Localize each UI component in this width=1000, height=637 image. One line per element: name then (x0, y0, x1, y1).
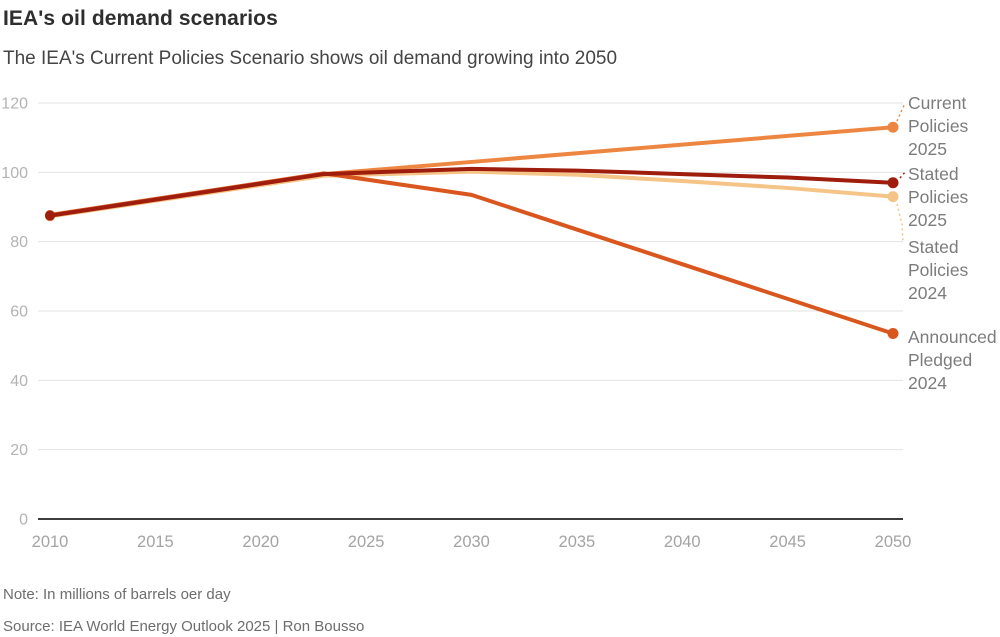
leader-line-stated-policies-2025 (899, 170, 907, 179)
x-tick-label-2050: 2050 (875, 533, 912, 551)
series-label-stated-policies-2024: Stated Policies 2024 (908, 237, 969, 303)
x-tick-label-2040: 2040 (664, 533, 701, 551)
x-tick-label-2030: 2030 (453, 533, 490, 551)
chart-note: Note: In millions of barrels oer day (3, 586, 231, 603)
leader-line-current-policies-2025 (896, 102, 906, 122)
page-title: IEA's oil demand scenarios (3, 7, 278, 30)
y-tick-label-80: 80 (10, 234, 28, 251)
x-tick-label-2010: 2010 (32, 533, 69, 551)
chart-source: Source: IEA World Energy Outlook 2025 | … (3, 618, 365, 635)
series-label-current-policies-2025: Current Policies 2025 (908, 93, 969, 159)
x-tick-label-2020: 2020 (242, 533, 279, 551)
series-end-dot-stated-policies-2024 (887, 191, 899, 203)
series-label-announced-pledged-2024: Announced Pledged 2024 (908, 327, 997, 393)
leader-line-stated-policies-2024 (896, 203, 904, 243)
x-tick-label-2045: 2045 (769, 533, 806, 551)
y-tick-label-0: 0 (19, 512, 28, 529)
x-tick-label-2035: 2035 (559, 533, 596, 551)
page-subtitle: The IEA's Current Policies Scenario show… (3, 48, 618, 69)
x-tick-label-2015: 2015 (137, 533, 174, 551)
y-tick-label-100: 100 (1, 165, 28, 182)
y-tick-label-120: 120 (1, 96, 28, 113)
y-tick-label-20: 20 (10, 442, 28, 459)
y-tick-label-60: 60 (10, 304, 28, 321)
x-tick-label-2025: 2025 (348, 533, 385, 551)
series-start-dot-stated-policies-2025 (45, 210, 55, 221)
series-line-stated-policies-2025 (48, 166, 895, 218)
series-end-dot-stated-policies-2025 (887, 177, 899, 189)
series-end-dot-announced-pledged-2024 (887, 328, 899, 340)
series-end-dot-current-policies-2025 (887, 121, 899, 133)
series-label-stated-policies-2025: Stated Policies 2025 (908, 164, 969, 230)
y-tick-label-40: 40 (10, 373, 28, 390)
